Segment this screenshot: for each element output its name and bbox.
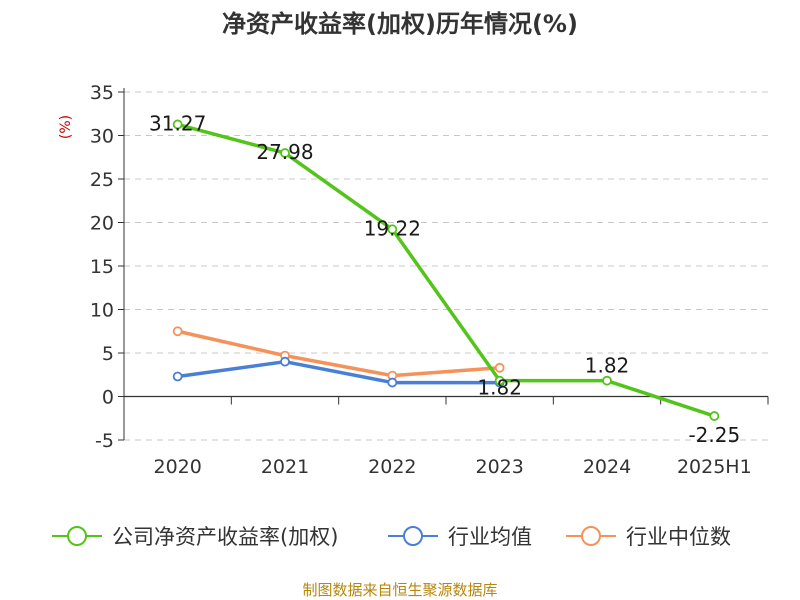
data-point [494, 375, 505, 386]
data-label: 1.82 [585, 354, 630, 378]
legend: 公司净资产收益率(加权) 行业均值 行业中位数 [52, 525, 731, 549]
series-line-1 [177, 359, 500, 385]
data-point [387, 377, 398, 388]
y-tick-label: 20 [90, 213, 114, 235]
axes: 35 30 25 20 15 10 5 0 -5 2020 2021 2022 2023 2024 2025… [90, 82, 769, 478]
data-label: -2.25 [688, 423, 740, 447]
data-point [280, 148, 290, 158]
data-source-note: 制图数据来自恒生聚源数据库 [302, 581, 497, 599]
y-tick-label: 10 [90, 300, 114, 322]
legend-swatch-marker [403, 526, 423, 546]
x-tick-label: 2020 [153, 456, 201, 478]
legend-label: 行业均值 [448, 525, 532, 549]
data-point [387, 224, 398, 235]
data-labels: 31.27 27.98 19.22 1.82 1.82 -2.25 [149, 111, 740, 447]
legend-swatch-marker [581, 526, 601, 546]
legend-label: 行业中位数 [626, 525, 731, 549]
data-point [280, 356, 290, 367]
y-tick-label: 15 [90, 256, 114, 278]
grid-lines [124, 91, 768, 441]
y-tick-label: 0 [102, 387, 114, 409]
y-tick-label: 35 [90, 82, 114, 104]
y-tick-label: 5 [102, 343, 114, 365]
data-point [494, 362, 505, 373]
series-lines [172, 119, 720, 421]
x-tick-label: 2021 [261, 456, 309, 478]
data-label: 27.98 [256, 140, 313, 164]
data-label: 1.82 [477, 376, 522, 400]
x-tick-label: 2022 [368, 456, 416, 478]
series-line-0 [177, 122, 715, 418]
data-point [172, 326, 183, 337]
x-tick-label: 2024 [583, 456, 631, 478]
series-line-2 [177, 329, 500, 378]
data-point [709, 411, 720, 421]
legend-label: 公司净资产收益率(加权) [112, 525, 338, 549]
x-tick-label: 2023 [475, 456, 523, 478]
y-tick-label: 30 [90, 126, 114, 148]
y-tick-label: 25 [90, 169, 114, 191]
legend-swatch-marker [67, 526, 87, 546]
data-label: 19.22 [364, 216, 421, 240]
data-label: 31.27 [149, 111, 206, 135]
data-point [172, 371, 183, 382]
x-tick-label: 2025H1 [677, 456, 752, 478]
data-point [602, 375, 612, 386]
y-axis-unit-label: (%) [58, 115, 74, 139]
chart-title: 净资产收益率(加权)历年情况(%) [222, 10, 578, 38]
data-point [172, 119, 183, 130]
y-tick-label: -5 [95, 430, 114, 452]
